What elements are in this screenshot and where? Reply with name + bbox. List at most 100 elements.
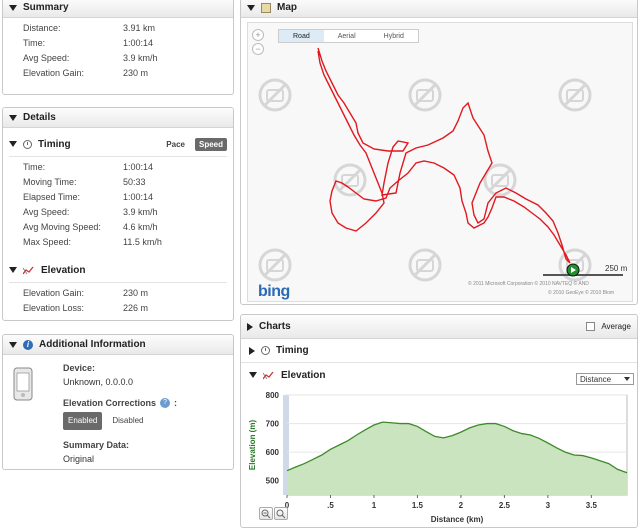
summary-data-value: Original [63, 454, 95, 464]
map-panel: Map + − Road Aerial Hybrid [240, 0, 638, 305]
x-tick-label: 3.5 [586, 501, 598, 510]
row-label: Max Speed: [23, 237, 72, 247]
row-value: 11.5 km/h [123, 237, 162, 247]
x-tick-label: .5 [327, 501, 334, 510]
elevation-line [286, 421, 628, 474]
row-value: 3.9 km/h [123, 53, 158, 63]
row-value: 1:00:14 [123, 162, 154, 172]
zoom-in-button[interactable]: + [252, 29, 264, 41]
map-copyright: © 2011 Microsoft Corporation © 2010 NAVT… [468, 281, 589, 287]
route-track [317, 47, 571, 264]
row-value: 3.9 km/h [123, 207, 158, 217]
elevation-icon [263, 371, 274, 379]
device-label: Device: [63, 363, 96, 373]
magnifier-icon [276, 509, 286, 519]
row-label: Avg Moving Speed: [23, 222, 101, 232]
row-label: Time: [23, 162, 46, 172]
collapse-triangle-icon[interactable] [9, 4, 17, 11]
elevation-title: Elevation [41, 264, 86, 276]
summary-row: Time: 1:00:14 [23, 36, 233, 51]
map-type-tabs: Road Aerial Hybrid [278, 29, 419, 43]
collapse-triangle-icon[interactable] [9, 141, 17, 147]
row-label: Avg Speed: [23, 53, 70, 63]
row-value: 226 m [123, 303, 149, 313]
expand-triangle-icon[interactable] [249, 346, 255, 355]
x-axis-label: Distance (km) [431, 515, 484, 524]
collapse-triangle-icon[interactable] [9, 267, 17, 273]
summary-panel: Summary Distance: 3.91 km Time: 1:00:14 Av… [2, 0, 234, 95]
elevation-row: Elevation Loss: 226 m [23, 301, 227, 316]
charts-panel: Charts Average Timing Elevation Distance… [240, 314, 638, 528]
info-icon: i [23, 339, 33, 350]
elevation-icon [23, 266, 34, 274]
y-tick-label: 800 [266, 391, 280, 400]
map-tab-road[interactable]: Road [279, 30, 324, 42]
average-label: Average [601, 321, 631, 331]
y-axis-label: Elevation (m) [248, 420, 257, 471]
map-canvas[interactable]: + − Road Aerial Hybrid [247, 22, 633, 302]
row-value: 230 m [123, 68, 149, 78]
summary-header[interactable]: Summary [3, 0, 233, 18]
elevation-header[interactable]: Elevation [9, 260, 227, 280]
collapse-triangle-icon[interactable] [9, 341, 17, 348]
additional-info-panel: i Additional Information Device: Unknown… [2, 334, 234, 470]
expand-triangle-icon[interactable] [247, 322, 253, 331]
row-label: Moving Time: [23, 177, 77, 187]
clock-icon [261, 346, 270, 355]
map-icon [261, 2, 271, 13]
row-label: Elevation Gain: [23, 68, 85, 78]
timing-row: Time: 1:00:14 [23, 160, 227, 175]
scale-label: 250 m [605, 264, 628, 273]
row-value: 3.91 km [123, 23, 156, 33]
collapse-triangle-icon[interactable] [9, 114, 17, 121]
timing-header[interactable]: Timing Pace Speed [9, 134, 227, 154]
average-checkbox[interactable] [586, 322, 596, 331]
summary-data-label: Summary Data: [63, 440, 130, 450]
map-header[interactable]: Map [241, 0, 637, 18]
speed-toggle[interactable]: Speed [194, 137, 227, 151]
charts-header[interactable]: Charts Average [241, 315, 637, 339]
clock-icon [23, 139, 32, 149]
help-icon[interactable]: ? [160, 398, 171, 408]
row-label: Distance: [23, 23, 61, 33]
summary-row: Elevation Gain: 230 m [23, 66, 233, 81]
row-value: 1:00:14 [123, 192, 154, 202]
x-tick-label: 2 [459, 501, 464, 510]
x-tick-label: 2.5 [499, 501, 511, 510]
xaxis-select[interactable]: Distance [576, 373, 634, 385]
row-value: 230 m [123, 288, 149, 298]
map-tab-aerial[interactable]: Aerial [337, 33, 356, 40]
additional-info-title: Additional Information [39, 338, 146, 350]
charts-title: Charts [259, 320, 291, 332]
charts-elevation-label: Elevation [281, 369, 326, 381]
zoom-in-chart-button[interactable] [274, 507, 288, 520]
map-tab-hybrid[interactable]: Hybrid [383, 33, 404, 40]
details-panel: Details Timing Pace Speed Time: 1:00:14 M… [2, 107, 234, 321]
elevation-row: Elevation Gain: 230 m [23, 286, 227, 301]
x-tick-label: 3 [546, 501, 551, 510]
details-header[interactable]: Details [3, 108, 233, 128]
elevation-chart[interactable]: 500 600 700 800 0 .5 1 1.5 2 2.5 3 3.5 Distance (km)… [245, 391, 635, 528]
disabled-button[interactable]: Disabled [112, 416, 144, 425]
zoom-out-button[interactable]: − [252, 43, 264, 55]
device-phone-icon [13, 367, 33, 401]
x-tick-label: 1.5 [412, 501, 424, 510]
row-value: 4.6 km/h [123, 222, 158, 232]
pace-toggle[interactable]: Pace [166, 139, 185, 149]
zoom-out-chart-button[interactable] [259, 507, 273, 520]
y-tick-label: 700 [266, 420, 280, 429]
row-value: 1:00:14 [123, 38, 154, 48]
y-tick-label: 600 [266, 448, 280, 457]
map-tiles [258, 47, 623, 282]
charts-elevation-row[interactable]: Elevation [241, 363, 637, 387]
row-label: Elapsed Time: [23, 192, 81, 202]
enabled-button[interactable]: Enabled [63, 412, 103, 430]
summary-row: Distance: 3.91 km [23, 21, 233, 36]
y-scroll-bar [283, 395, 289, 495]
collapse-triangle-icon[interactable] [249, 372, 257, 378]
collapse-triangle-icon[interactable] [247, 4, 255, 11]
additional-info-header[interactable]: i Additional Information [3, 335, 233, 355]
magnifier-minus-icon [261, 509, 271, 519]
timing-row: Moving Time: 50:33 [23, 175, 227, 190]
charts-timing-row[interactable]: Timing [241, 339, 637, 363]
